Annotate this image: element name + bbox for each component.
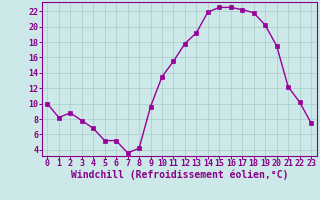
X-axis label: Windchill (Refroidissement éolien,°C): Windchill (Refroidissement éolien,°C): [70, 170, 288, 180]
